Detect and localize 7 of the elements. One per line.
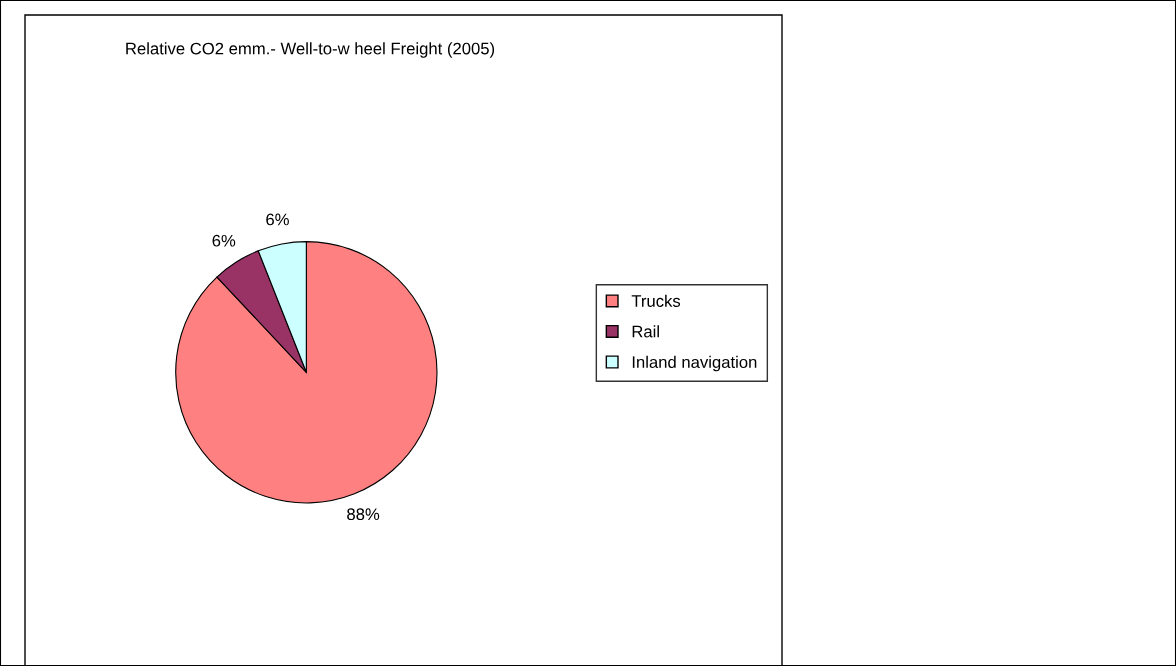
legend-label: Rail xyxy=(632,325,659,338)
data-label: 88% xyxy=(347,508,380,521)
chart-title: Relative CO2 emm.- Well-to-w heel Freight (2005) xyxy=(126,42,495,58)
data-label: 6% xyxy=(266,213,289,226)
data-label: 6% xyxy=(212,234,236,247)
legend-label: Inland navigation xyxy=(632,355,757,372)
legend-label: Trucks xyxy=(631,294,681,307)
